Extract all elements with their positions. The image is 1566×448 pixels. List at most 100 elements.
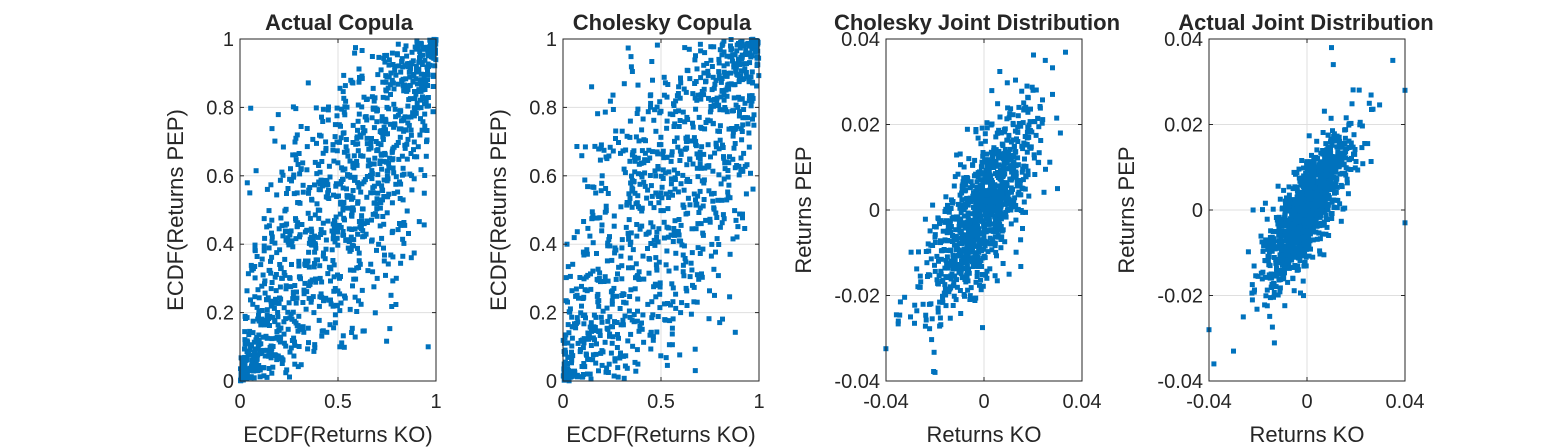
scatter-point <box>1281 266 1287 272</box>
scatter-point <box>429 39 435 45</box>
scatter-point <box>280 357 286 363</box>
scatter-point <box>729 126 735 131</box>
scatter-point <box>1319 198 1325 204</box>
scatter-point <box>395 41 401 47</box>
scatter-point <box>336 139 342 145</box>
scatter-point <box>707 288 712 294</box>
scatter-point <box>664 118 670 124</box>
scatter-point <box>656 259 662 265</box>
scatter-point <box>996 217 1002 223</box>
scatter-point <box>689 226 695 232</box>
scatter-point <box>1304 181 1310 187</box>
scatter-point <box>893 312 899 318</box>
scatter-point <box>947 286 953 292</box>
scatter-point <box>654 149 660 155</box>
scatter-point <box>629 265 635 271</box>
x-tick-label: 0.04 <box>1386 391 1425 413</box>
scatter-point <box>368 145 374 151</box>
scatter-point <box>354 309 360 314</box>
scatter-point <box>625 338 631 344</box>
scatter-point <box>682 256 688 261</box>
scatter-point <box>1322 152 1328 158</box>
scatter-point <box>605 318 611 324</box>
scatter-point <box>321 230 327 236</box>
scatter-point <box>653 294 659 300</box>
scatter-point <box>743 70 749 75</box>
scatter-point <box>639 205 645 211</box>
scatter-point <box>1274 271 1280 277</box>
scatter-point <box>252 275 258 281</box>
scatter-point <box>641 160 647 166</box>
scatter-point <box>634 273 640 279</box>
scatter-point <box>308 299 314 305</box>
scatter-point <box>1031 155 1037 161</box>
scatter-point <box>596 303 602 309</box>
scatter-point <box>701 197 707 202</box>
scatter-point <box>385 194 391 200</box>
scatter-point <box>573 286 579 292</box>
scatter-point <box>275 314 281 320</box>
scatter-point <box>353 45 358 51</box>
scatter-point <box>1033 87 1039 93</box>
scatter-point <box>350 80 356 86</box>
scatter-point <box>371 200 377 206</box>
scatter-point <box>650 77 655 83</box>
scatter-point <box>599 362 605 368</box>
scatter-point <box>374 119 380 125</box>
scatter-point <box>1350 144 1356 150</box>
scatter-point <box>724 109 730 115</box>
scatter-point <box>319 333 325 339</box>
scatter-point <box>1000 261 1006 266</box>
scatter-point <box>599 173 605 179</box>
scatter-point <box>599 319 605 325</box>
scatter-point <box>1338 182 1344 188</box>
scatter-point <box>746 130 752 136</box>
scatter-point <box>583 315 588 321</box>
scatter-point <box>929 337 935 343</box>
scatter-point <box>281 305 287 311</box>
scatter-point <box>352 174 358 180</box>
scatter-point <box>999 211 1005 217</box>
scatter-point <box>1002 146 1008 152</box>
scatter-point <box>1329 216 1335 221</box>
scatter-point <box>731 82 737 88</box>
scatter-point <box>288 284 294 290</box>
scatter-point <box>402 86 408 92</box>
scatter-point <box>322 256 328 262</box>
scatter-point <box>1321 219 1327 225</box>
scatter-point <box>990 183 996 189</box>
scatter-point <box>312 212 318 218</box>
scatter-point <box>719 52 725 58</box>
y-tick-label: 0.6 <box>529 166 557 188</box>
scatter-point <box>974 232 979 238</box>
scatter-point <box>1002 126 1008 132</box>
scatter-point <box>955 262 961 267</box>
scatter-point <box>285 235 291 241</box>
scatter-point <box>984 164 990 170</box>
scatter-point <box>381 55 387 61</box>
scatter-point <box>1019 143 1025 149</box>
y-tick-label: 0.04 <box>1164 29 1203 51</box>
scatter-point <box>416 219 422 225</box>
scatter-point <box>405 64 411 70</box>
scatter-point <box>282 256 288 262</box>
scatter-point <box>682 119 688 125</box>
scatter-point <box>597 333 603 338</box>
scatter-point <box>578 310 584 316</box>
scatter-point <box>393 174 399 180</box>
scatter-point <box>944 261 950 267</box>
scatter-point <box>1334 184 1340 190</box>
scatter-point <box>1290 186 1296 192</box>
scatter-point <box>584 251 590 257</box>
scatter-point <box>651 205 657 211</box>
scatter-point <box>617 306 623 311</box>
scatter-point <box>669 152 675 158</box>
scatter-point <box>419 85 425 91</box>
scatter-point <box>713 144 719 150</box>
scatter-point <box>283 370 289 376</box>
scatter-point <box>724 71 730 77</box>
scatter-point <box>664 154 670 160</box>
scatter-point <box>973 279 979 285</box>
scatter-point <box>633 261 639 267</box>
